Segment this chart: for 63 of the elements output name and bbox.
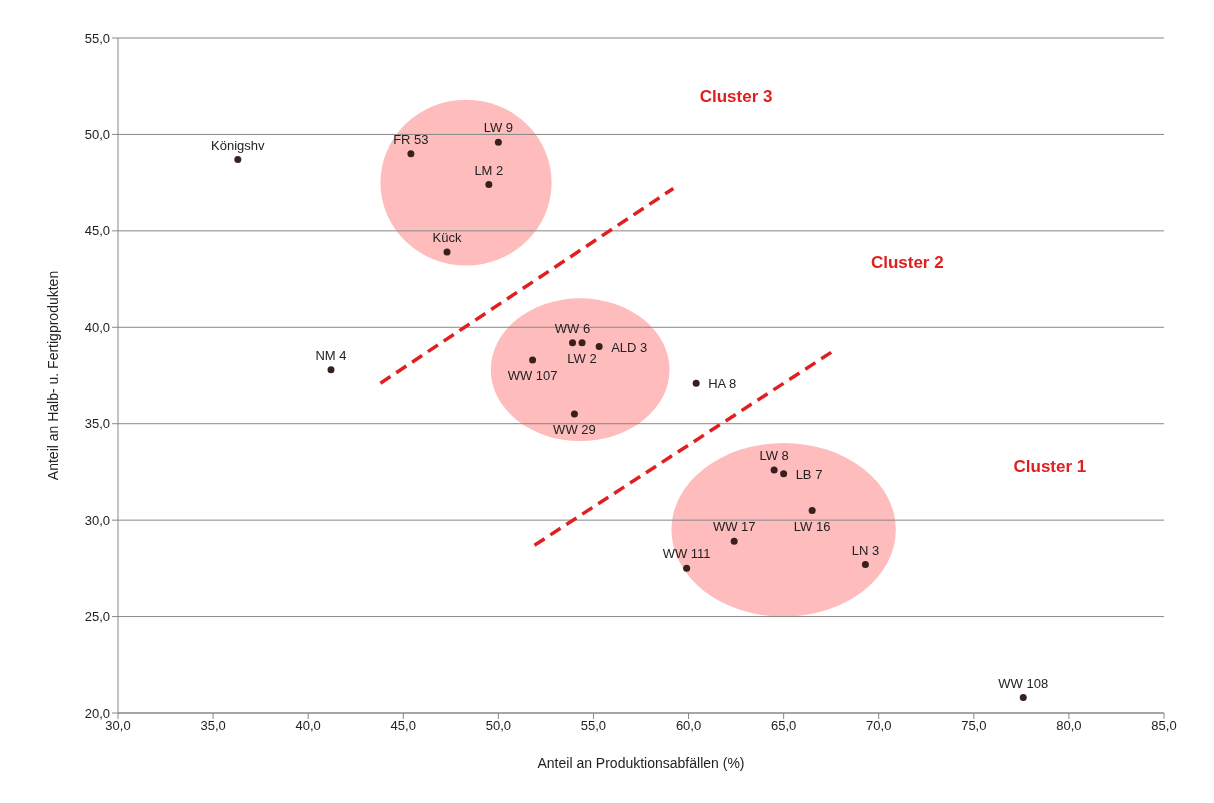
x-axis-title: Anteil an Produktionsabfällen (%) bbox=[537, 755, 745, 771]
data-label: WW 29 bbox=[553, 422, 596, 438]
x-tick-label: 35,0 bbox=[200, 718, 226, 734]
x-tick-label: 50,0 bbox=[485, 718, 512, 734]
point bbox=[529, 356, 537, 364]
data-label: LW 8 bbox=[759, 448, 789, 463]
y-tick-label: 35,0 bbox=[84, 416, 110, 432]
y-tick-label: 30,0 bbox=[84, 512, 110, 528]
data-label: FR 53 bbox=[393, 131, 429, 147]
data-label: WW 107 bbox=[507, 368, 558, 384]
data-label: WW 111 bbox=[662, 546, 711, 562]
annotation: Cluster 2 bbox=[870, 252, 944, 272]
point bbox=[692, 379, 700, 387]
point bbox=[443, 248, 451, 256]
data-label: LW 9 bbox=[483, 120, 514, 136]
x-tick-label: 65,0 bbox=[770, 718, 797, 734]
point bbox=[780, 470, 788, 478]
y-tick-label: 45,0 bbox=[84, 223, 110, 239]
point bbox=[595, 343, 603, 351]
data-label: Königshv bbox=[211, 137, 266, 153]
x-tick-label: 55,0 bbox=[580, 718, 607, 734]
point bbox=[770, 466, 778, 474]
data-label: LN 3 bbox=[851, 542, 880, 558]
y-tick-label: 20,0 bbox=[84, 705, 110, 721]
data-label: LM 2 bbox=[474, 162, 504, 178]
y-axis-title: Anteil an Halb- u. Fertigprodukten bbox=[44, 270, 61, 481]
data-label: LW 2 bbox=[567, 350, 597, 366]
data-label: LB 7 bbox=[795, 466, 823, 482]
x-tick-label: 40,0 bbox=[295, 718, 321, 734]
point bbox=[861, 561, 869, 568]
data-label: WW 6 bbox=[554, 320, 591, 336]
data-label: ALD 3 bbox=[611, 339, 648, 355]
x-tick-label: 80,0 bbox=[1056, 718, 1082, 734]
y-tick-label: 50,0 bbox=[84, 127, 110, 143]
annotation: Cluster 1 bbox=[1013, 456, 1087, 476]
y-tick-label: 25,0 bbox=[84, 609, 110, 625]
data-label: Kück bbox=[432, 230, 462, 246]
point bbox=[683, 564, 691, 572]
point bbox=[234, 156, 242, 163]
x-tick-label: 30,0 bbox=[105, 718, 131, 734]
point bbox=[578, 339, 586, 347]
annotation: Cluster 3 bbox=[699, 86, 773, 106]
point bbox=[570, 410, 578, 418]
x-tick-label: 70,0 bbox=[866, 718, 892, 734]
point bbox=[327, 366, 335, 374]
point bbox=[407, 150, 415, 158]
point bbox=[485, 181, 493, 189]
y-tick-label: 40,0 bbox=[84, 319, 110, 335]
point bbox=[494, 138, 502, 146]
data-label: HA 8 bbox=[708, 376, 737, 392]
data-label: LW 16 bbox=[793, 518, 831, 534]
data-label: WW 108 bbox=[998, 675, 1049, 691]
x-tick-label: 60,0 bbox=[675, 718, 702, 734]
x-tick-label: 85,0 bbox=[1151, 718, 1177, 734]
data-label: NM 4 bbox=[315, 347, 347, 363]
x-tick-label: 75,0 bbox=[961, 718, 987, 734]
point bbox=[730, 537, 738, 545]
point bbox=[569, 339, 577, 347]
x-tick-label: 45,0 bbox=[390, 718, 416, 734]
point bbox=[1019, 694, 1027, 702]
data-label: WW 17 bbox=[712, 519, 756, 535]
y-tick-label: 55,0 bbox=[84, 30, 110, 46]
point bbox=[808, 507, 816, 514]
